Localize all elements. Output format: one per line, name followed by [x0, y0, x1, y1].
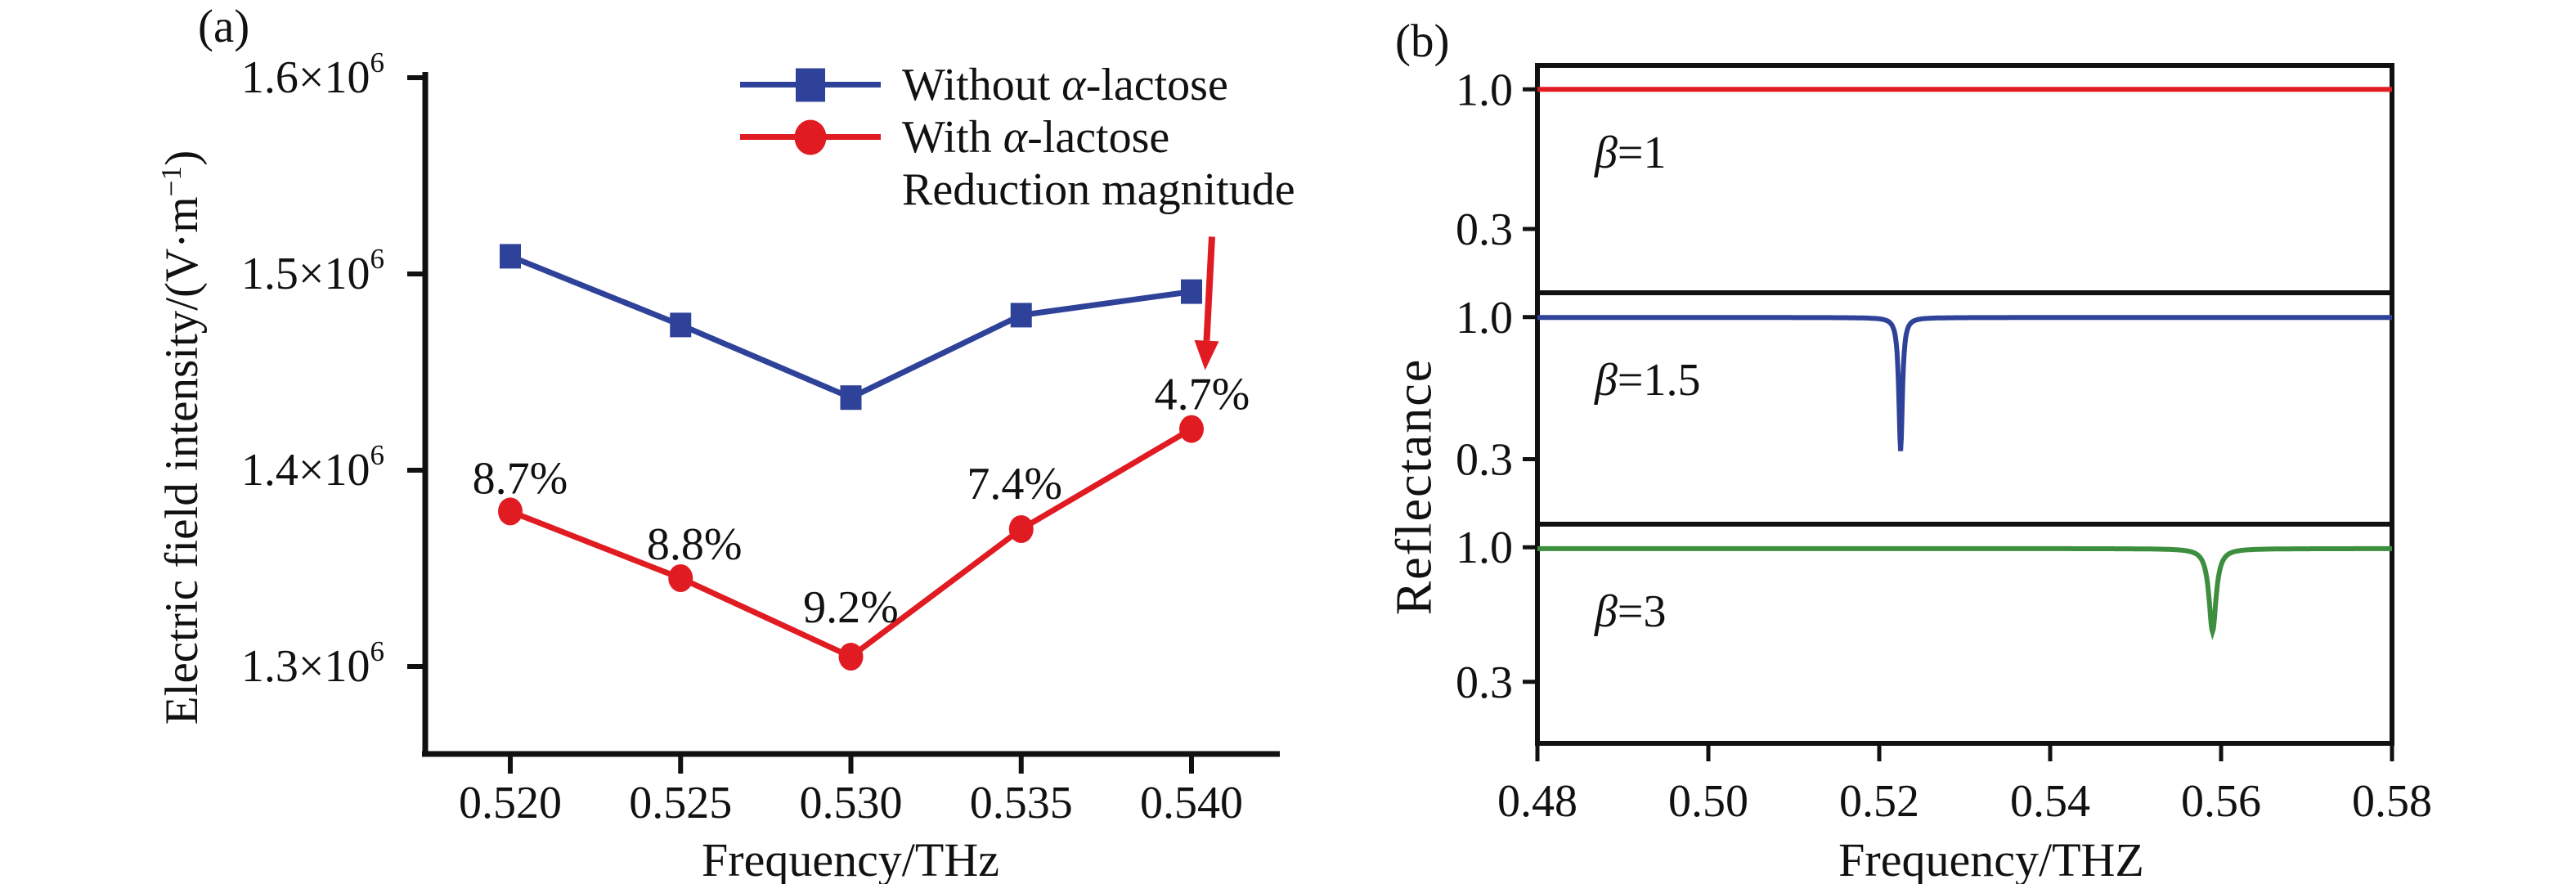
panel-b-subplot-1-frame: [1535, 290, 2394, 527]
panel-b-curve-1: [1537, 315, 2392, 451]
panel-a-reduction-label: 9.2%: [803, 582, 899, 633]
panel-a-y-tick-label: 1.6×106: [241, 47, 384, 103]
panel-b-x-tick-label: 0.54: [2010, 776, 2090, 827]
panel-a-series-1-marker: [1179, 415, 1204, 443]
panel-a-series-0-marker: [1010, 303, 1032, 328]
panel-b-subplot-0-frame: [1535, 63, 2394, 295]
panel-a-x-tick-label: 0.530: [800, 778, 903, 828]
panel-a-y-tick-label: 1.5×106: [241, 243, 384, 299]
panel-a-y-axis-label: Electric field intensity/(V·m−1): [155, 150, 208, 725]
panel-b-x-tick-label: 0.50: [1668, 776, 1748, 827]
legend-swatch-with: [740, 118, 881, 157]
panel-b-subplot-2-label: β=3: [1594, 586, 1666, 637]
panel-a-series-0-line: [509, 254, 1192, 402]
panel-b-x-axis-label: Frequency/THZ: [1838, 833, 2144, 884]
panel-a-series-1-marker: [498, 497, 523, 526]
panel-a-x-tick-label: 0.535: [970, 778, 1073, 828]
panel-a-reduction-label: 8.8%: [647, 519, 743, 570]
legend-circle-marker-icon: [794, 119, 827, 155]
panel-b-subplot-1-label: β=1.5: [1594, 355, 1700, 406]
legend-item-with-lactose: With α-lactose: [740, 111, 1295, 164]
panel-a-series-0-marker: [670, 312, 692, 338]
panel-a-series-0-marker: [1181, 279, 1202, 304]
panel-a-x-axis-label: Frequency/THz: [702, 833, 999, 884]
panel-a-y-tick-label: 1.3×106: [241, 635, 384, 692]
panel-a-tag: (a): [198, 1, 250, 52]
panel-b-y-tick-label: 0.3: [1456, 657, 1513, 708]
panel-a-plot: 1.6×106 1.5×106 1.4×106 1.3×106 0.520 0.525 0.…: [241, 47, 1280, 828]
panel-b-y-tick-label: 0.3: [1456, 204, 1513, 255]
panel-b-y-tick-label: 1.0: [1456, 523, 1513, 573]
legend-item-reduction-magnitude: Reduction magnitude: [740, 164, 1295, 216]
panel-a-series-0-marker: [500, 244, 521, 269]
panel-a-legend: Without α-lactose With α-lactose Reducti…: [740, 59, 1295, 216]
panel-b-subplot-0-label: β=1: [1594, 128, 1666, 178]
legend-item-without-lactose: Without α-lactose: [740, 59, 1295, 111]
panel-b-y-tick-label: 1.0: [1456, 293, 1513, 343]
panel-a-x-tick-label: 0.525: [629, 778, 732, 828]
reduction-arrow-shaft: [1203, 236, 1215, 341]
panel-b-y-axis-label: Reflectance: [1386, 357, 1443, 616]
panel-a-y-tick-label: 1.4×106: [241, 439, 384, 496]
panel-b-plot: 1.0 0.3 β=1 1.0 0.3 β=1.5 1.0 0.3 β=3 0.48 0.50 0.5…: [1456, 63, 2432, 827]
legend-label-reduction: Reduction magnitude: [902, 164, 1295, 215]
panel-a-series-1-marker: [668, 564, 693, 592]
panel-b-x-tick-label: 0.48: [1497, 776, 1577, 827]
legend-square-marker-icon: [796, 68, 825, 102]
panel-a-reduction-label: 8.7%: [473, 453, 568, 504]
panel-a-series-1-marker: [1008, 515, 1034, 543]
panel-b-curve-2: [1537, 545, 2392, 640]
panel-a-series-1-marker: [838, 643, 864, 671]
panel-b-y-tick-label: 1.0: [1456, 65, 1513, 115]
panel-b-y-tick-label: 0.3: [1456, 435, 1513, 486]
reduction-arrow-head-icon: [1194, 339, 1219, 370]
panel-b-x-tick-label: 0.56: [2181, 776, 2261, 827]
panel-a-reduction-label: 7.4%: [967, 459, 1062, 509]
panel-a-x-tick-label: 0.540: [1140, 778, 1243, 828]
legend-label-with: With α-lactose: [902, 112, 1170, 163]
panel-a-reduction-label: 4.7%: [1155, 370, 1250, 420]
panel-a-x-tick-label: 0.520: [459, 778, 562, 828]
legend-label-without: Without α-lactose: [902, 60, 1228, 110]
panel-b-subplot-2-frame: [1535, 522, 2394, 746]
panel-b-x-tick-label: 0.58: [2352, 776, 2432, 827]
panel-b-x-tick-label: 0.52: [1839, 776, 1919, 827]
legend-swatch-without: [740, 65, 881, 105]
panel-a-series-0-marker: [840, 385, 862, 411]
panel-b-tag: (b): [1395, 16, 1450, 67]
